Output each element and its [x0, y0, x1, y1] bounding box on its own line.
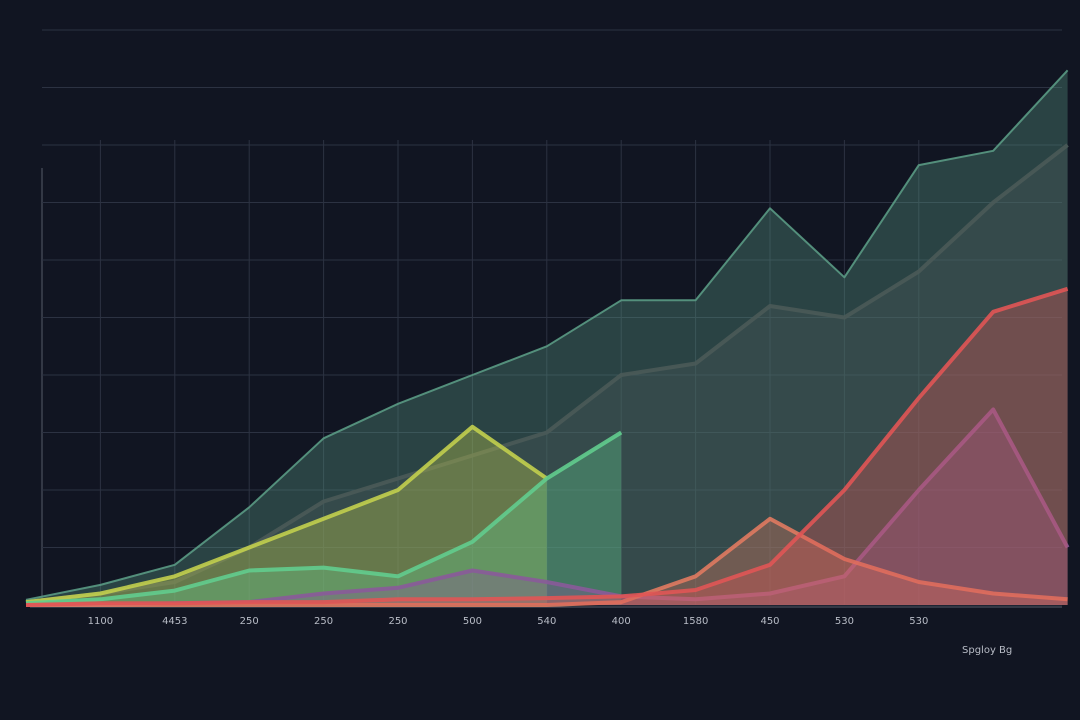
- area: [26, 288, 1068, 605]
- x-tick-label: 530: [909, 616, 928, 627]
- x-tick-label: 530: [835, 616, 854, 627]
- line: [25, 286, 1069, 607]
- x-tick-label: 1100: [88, 616, 113, 627]
- area: [26, 409, 1068, 605]
- line: [25, 143, 1069, 605]
- area: [26, 432, 622, 605]
- x-tick-label: 540: [537, 616, 556, 627]
- x-tick-label: 250: [240, 616, 259, 627]
- x-tick-label: 450: [760, 616, 779, 627]
- x-tick-label: 4453: [162, 616, 187, 627]
- area: [26, 145, 1068, 605]
- line: [25, 430, 623, 606]
- line: [26, 516, 1068, 607]
- x-tick-label: 1580: [683, 616, 708, 627]
- x-tick-label: 250: [314, 616, 333, 627]
- line: [25, 424, 548, 605]
- x-tick-label: 400: [612, 616, 631, 627]
- line: [25, 69, 1069, 601]
- annotation: Spgloy Bg: [962, 645, 1012, 656]
- x-tick-label: 250: [388, 616, 407, 627]
- area: [26, 426, 547, 605]
- area: [26, 70, 1068, 606]
- x-tick-label: 500: [463, 616, 482, 627]
